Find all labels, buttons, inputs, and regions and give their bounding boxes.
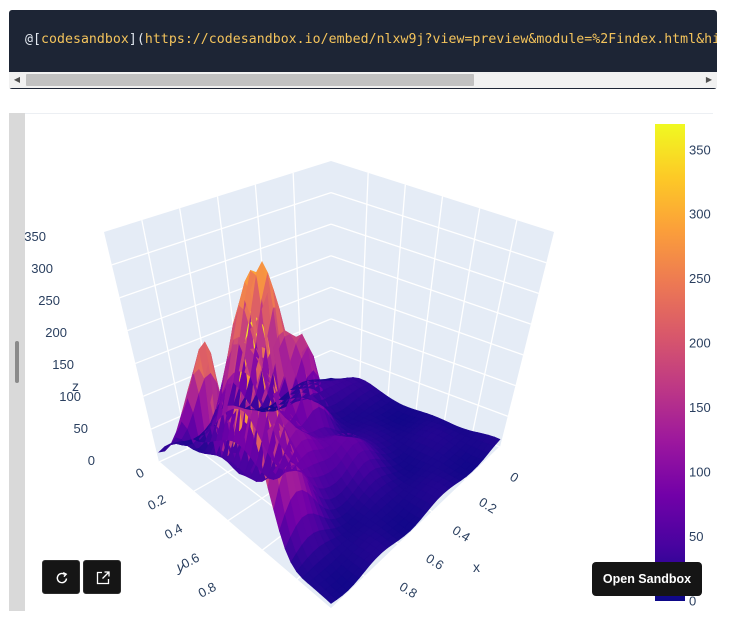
scroll-right-arrow-icon[interactable]: ▶ [705,75,713,84]
surface-plot[interactable]: 050100150200250300350z00.20.40.60.8y00.2… [9,113,713,611]
open-external-icon [96,571,110,585]
code-bracket-open: [ [33,32,41,47]
code-link-text: codesandbox [41,32,129,47]
wall-grid-line [471,220,518,437]
code-url: https://codesandbox.io/embed/nlxw9j?view… [144,32,717,47]
horizontal-scrollbar[interactable]: ◀ ▶ [9,72,717,88]
surface-patch [488,436,501,447]
colorbar-scale [655,124,685,601]
colorbar-tick-label: 100 [689,465,711,480]
colorbar-tick-label: 50 [689,529,703,544]
wall-grid-line [358,172,369,393]
z-tick-label: 0 [88,453,95,468]
colorbar-tick-label: 150 [689,400,711,415]
x-tick-label: 0.8 [397,579,420,601]
x-axis-title: x [473,559,480,575]
scroll-left-arrow-icon[interactable]: ◀ [13,75,21,84]
colorbar-tick-label: 350 [689,142,711,157]
floor-grid-line [158,461,332,610]
y-tick-label: 0.8 [196,579,219,601]
x-tick-label: 0.6 [423,551,446,573]
x-tick-label: 0 [507,469,521,486]
z-tick-label: 150 [52,357,74,372]
wall-grid-line [414,196,444,415]
resize-handle[interactable] [15,341,19,383]
sandbox-embed: 0 50 100 150 200 250 300 350 z 0 0.2 0.4 0.6 0.8 y 0 0.2… [9,113,713,611]
refresh-button[interactable] [42,560,80,594]
z-tick-label: 300 [31,261,53,276]
wall-grid-line [141,220,189,449]
y-tick-label: 0 [133,465,146,482]
colorbar-tick-label: 0 [689,594,696,609]
wall-grid-line [386,184,406,404]
open-in-new-window-button[interactable] [83,560,121,594]
refresh-icon [56,571,68,584]
z-tick-label: 200 [45,325,67,340]
colorbar-tick-label: 300 [689,207,711,222]
back-wall-right [331,161,554,447]
code-bracket-close: ]( [128,32,145,47]
x-tick-label: 0.4 [450,522,473,544]
colorbar-tick-label: 250 [689,271,711,286]
z-tick-label: 100 [59,389,81,404]
colorbar: 0 50 100 150 200 250 300 350 [655,124,711,609]
z-tick-label: 50 [74,421,88,436]
floor-grid-line [330,446,501,610]
y-tick-label: 0.6 [179,550,202,572]
x-tick-label: 0.2 [476,494,499,516]
colorbar-tick-label: 200 [689,336,711,351]
code-prefix: @ [25,32,33,47]
y-tick-label: 0.2 [145,491,168,513]
z-tick-label: 350 [24,229,46,244]
embed-top-border [9,113,713,114]
plot-scene: 050100150200250300350z00.20.40.60.8y00.2… [24,161,554,610]
y-axis-title: y [177,559,184,575]
wall-grid-line [443,208,481,426]
z-tick-label: 250 [38,293,60,308]
z-axis-title: z [72,378,79,394]
embed-markdown-code: @[codesandbox](https://codesandbox.io/em… [25,32,717,47]
y-tick-label: 0.4 [162,521,185,543]
resize-rail[interactable] [9,113,25,611]
surface-mesh [158,261,501,604]
scrollbar-thumb[interactable] [26,74,474,86]
open-sandbox-button[interactable]: Open Sandbox [592,562,702,596]
